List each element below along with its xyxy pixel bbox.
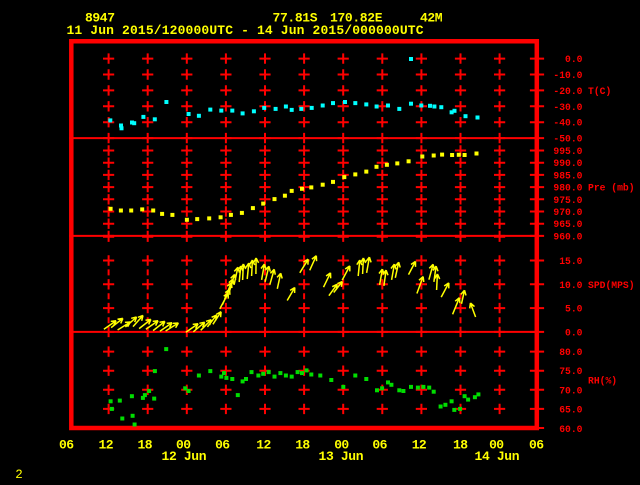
svg-text:170.82E: 170.82E	[330, 11, 383, 26]
svg-text:985.0: 985.0	[553, 170, 582, 181]
svg-text:8947: 8947	[85, 11, 115, 26]
svg-text:-20.0: -20.0	[553, 86, 582, 97]
svg-text:06: 06	[215, 438, 230, 453]
svg-text:00: 00	[176, 438, 191, 453]
svg-text:12: 12	[99, 438, 114, 453]
svg-text:2: 2	[15, 468, 23, 480]
svg-text:06: 06	[529, 438, 544, 453]
svg-text:65.0: 65.0	[559, 404, 582, 415]
svg-text:995.0: 995.0	[553, 146, 582, 157]
svg-text:RH(%): RH(%)	[588, 376, 617, 387]
svg-text:11 Jun 2015/120000UTC - 14 Jun: 11 Jun 2015/120000UTC - 14 Jun 2015/0000…	[67, 23, 424, 38]
svg-text:70.0: 70.0	[559, 385, 582, 396]
svg-text:80.0: 80.0	[559, 347, 582, 358]
svg-text:12: 12	[412, 438, 427, 453]
svg-text:06: 06	[372, 438, 387, 453]
svg-text:965.0: 965.0	[553, 219, 582, 230]
svg-text:975.0: 975.0	[553, 195, 582, 206]
svg-text:75.0: 75.0	[559, 366, 582, 377]
svg-text:T(C): T(C)	[588, 86, 611, 97]
svg-text:12: 12	[256, 438, 271, 453]
svg-text:0.0: 0.0	[565, 327, 583, 338]
svg-text:Pre (mb): Pre (mb)	[588, 183, 635, 194]
svg-text:5.0: 5.0	[565, 304, 583, 315]
svg-text:00: 00	[489, 438, 504, 453]
svg-text:-10.0: -10.0	[553, 70, 582, 81]
svg-text:-40.0: -40.0	[553, 118, 582, 129]
svg-text:960.0: 960.0	[553, 231, 582, 242]
svg-text:-50.0: -50.0	[553, 134, 582, 145]
svg-text:00: 00	[334, 438, 349, 453]
svg-text:06: 06	[59, 438, 74, 453]
svg-text:18: 18	[138, 438, 153, 453]
svg-text:13 Jun: 13 Jun	[319, 449, 364, 464]
svg-text:42M: 42M	[420, 11, 443, 26]
svg-text:18: 18	[295, 438, 310, 453]
svg-text:10.0: 10.0	[559, 280, 582, 291]
svg-text:980.0: 980.0	[553, 183, 582, 194]
svg-text:15.0: 15.0	[559, 256, 582, 267]
svg-text:77.81S: 77.81S	[273, 11, 318, 26]
svg-text:12 Jun: 12 Jun	[162, 449, 207, 464]
svg-text:0.0: 0.0	[565, 54, 583, 65]
svg-text:60.0: 60.0	[559, 424, 582, 435]
svg-text:SPD(MPS): SPD(MPS)	[588, 280, 635, 291]
svg-text:14 Jun: 14 Jun	[475, 449, 520, 464]
svg-text:-30.0: -30.0	[553, 102, 582, 113]
svg-text:970.0: 970.0	[553, 207, 582, 218]
svg-text:18: 18	[453, 438, 468, 453]
svg-text:990.0: 990.0	[553, 158, 582, 169]
